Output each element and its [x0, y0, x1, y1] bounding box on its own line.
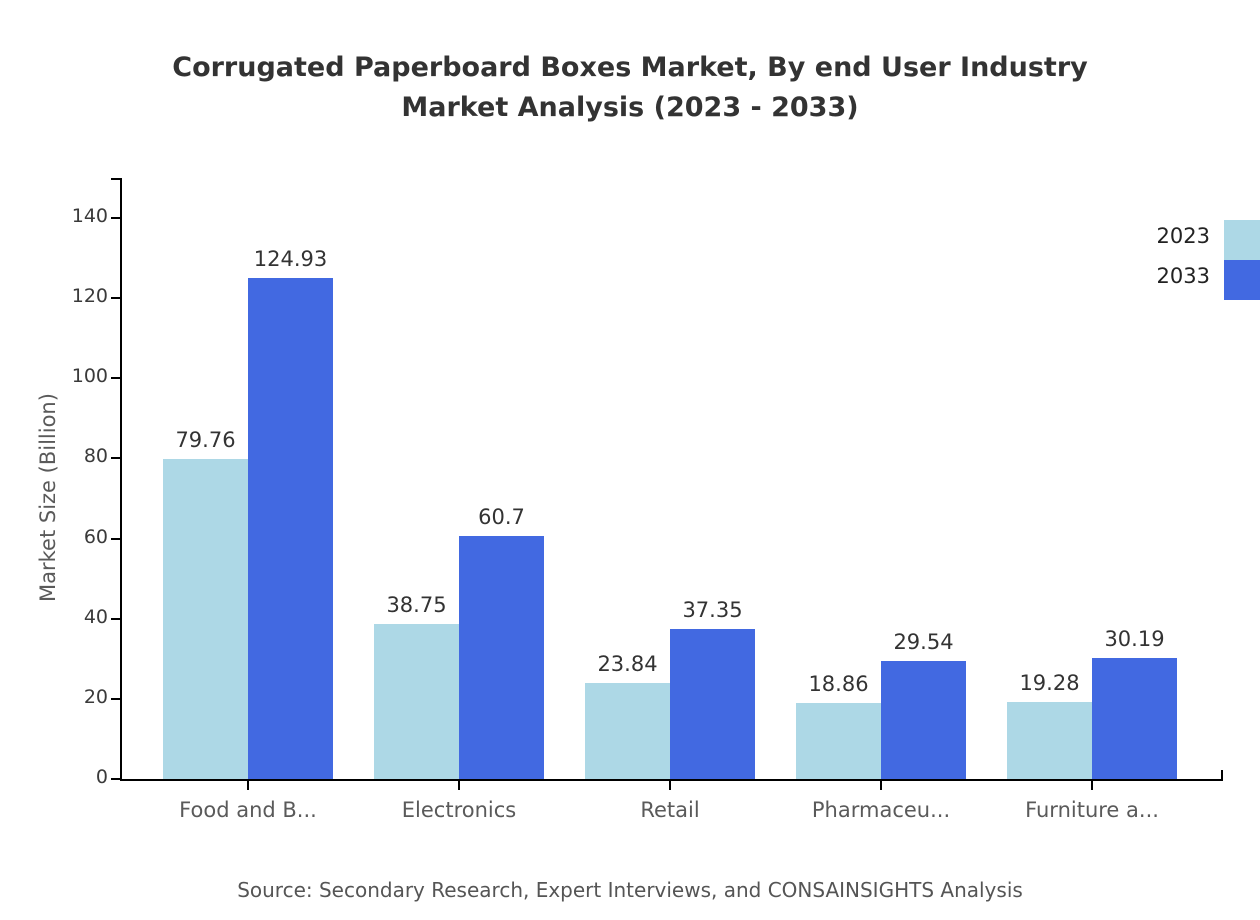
legend-item-2033[interactable]: 2033	[1130, 258, 1260, 300]
y-axis-tick	[111, 778, 120, 780]
y-axis-tick-label: 40	[83, 605, 108, 628]
y-axis-label-text: Market Size (Billion)	[36, 393, 60, 602]
bar-2023-4[interactable]	[1007, 701, 1092, 779]
y-axis-line	[120, 178, 122, 781]
y-axis-tick	[111, 617, 120, 620]
legend-label-2023: 2023	[1156, 224, 1210, 248]
y-axis-tick-label: 20	[83, 685, 108, 708]
bar-value-label: 29.54	[893, 629, 954, 654]
y-axis-tick	[111, 537, 120, 540]
x-axis-tick-label: Food and B...	[179, 798, 317, 822]
bar-2023-3[interactable]	[796, 703, 881, 779]
legend-label-2033: 2033	[1156, 264, 1210, 288]
bar-2033-1[interactable]	[459, 535, 544, 779]
x-axis-tick	[880, 781, 882, 790]
bar-value-label: 38.75	[386, 592, 447, 617]
x-axis-tick-label: Pharmaceu...	[811, 798, 951, 822]
x-axis-tick-label: Electronics	[401, 798, 517, 822]
x-axis-tick	[1091, 781, 1093, 790]
source-note: Source: Secondary Research, Expert Inter…	[237, 878, 1023, 902]
y-axis-tick	[111, 697, 120, 700]
y-axis-tick-label: 80	[83, 445, 108, 468]
y-axis-tick	[111, 457, 120, 460]
bar-2033-3[interactable]	[881, 660, 966, 779]
chart-title: Corrugated Paperboard Boxes Market, By e…	[0, 48, 1260, 128]
bar-value-label: 60.7	[478, 504, 525, 529]
legend-item-2023[interactable]: 2023	[1130, 218, 1260, 260]
bar-value-label: 18.86	[808, 672, 869, 697]
y-axis-tick-label: 100	[71, 365, 108, 388]
chart-legend: 2023 2033	[1130, 218, 1260, 308]
y-axis-tick-label: 60	[83, 525, 108, 548]
y-axis-tick-label: 120	[71, 285, 108, 308]
legend-swatch-2033	[1224, 260, 1260, 300]
x-axis-tick-label: Furniture a...	[1025, 798, 1159, 822]
bar-2023-2[interactable]	[585, 683, 670, 779]
x-axis-tick	[458, 781, 460, 790]
bar-value-label: 23.84	[597, 652, 658, 677]
y-axis-tick-label: 140	[71, 205, 108, 228]
bar-2023-0[interactable]	[163, 459, 248, 779]
bar-2033-2[interactable]	[670, 629, 755, 779]
bar-value-label: 79.76	[175, 428, 236, 453]
x-axis-tick-label: Retail	[640, 798, 700, 822]
y-axis-tick	[111, 217, 120, 220]
y-axis-top-cap	[111, 178, 122, 180]
bar-2033-4[interactable]	[1092, 658, 1177, 779]
bar-value-label: 124.93	[253, 247, 328, 272]
chart-title-line-1: Corrugated Paperboard Boxes Market, By e…	[172, 52, 1088, 83]
y-axis-tick-label: 0	[95, 766, 108, 788]
x-axis-line	[120, 779, 1223, 781]
bar-2033-0[interactable]	[248, 278, 333, 779]
legend-swatch-2023	[1224, 220, 1260, 260]
y-axis-tick	[111, 297, 120, 300]
bar-2023-1[interactable]	[374, 623, 459, 779]
x-axis-tick	[669, 781, 671, 790]
bar-value-label: 37.35	[682, 598, 743, 623]
plot-area: 79.76 38.75 23.84 18.86 19.28 124.93 60.7 37.35…	[111, 178, 1223, 790]
y-axis-tick	[111, 377, 120, 380]
bar-value-label: 19.28	[1019, 670, 1080, 695]
bar-value-label: 30.19	[1104, 627, 1165, 652]
chart-title-line-2: Market Analysis (2023 - 2033)	[401, 92, 859, 123]
x-axis-right-cap	[1221, 770, 1223, 781]
x-axis-tick	[247, 781, 249, 790]
